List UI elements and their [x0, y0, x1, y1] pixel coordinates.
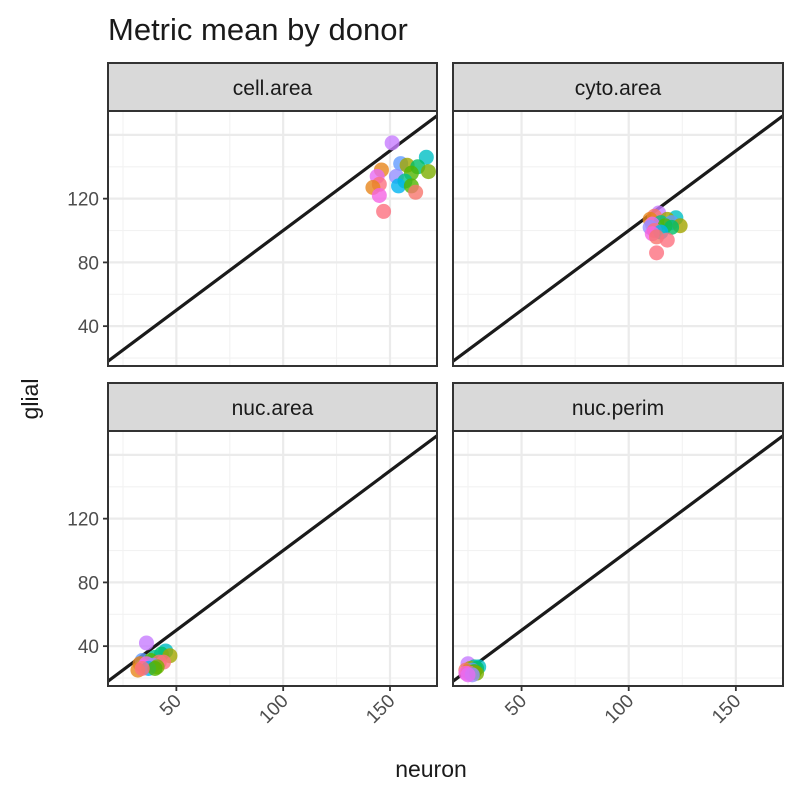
x-tick-label: 50 [156, 691, 186, 721]
chart-title: Metric mean by donor [108, 12, 408, 47]
data-point [384, 135, 400, 151]
data-point [138, 635, 154, 651]
data-point [659, 232, 675, 248]
x-tick-label: 100 [255, 691, 292, 728]
y-tick-label: 80 [78, 253, 99, 274]
facet-label: cyto.area [575, 77, 662, 100]
facet-label: cell.area [233, 77, 313, 100]
x-tick-label: 150 [362, 691, 399, 728]
y-tick-label: 40 [78, 637, 99, 658]
data-point [408, 184, 424, 200]
gridlines [108, 431, 437, 686]
data-point [371, 187, 387, 203]
y-axis-title: glial [17, 379, 43, 420]
data-point [376, 203, 392, 219]
data-point [460, 667, 476, 683]
gridlines [453, 111, 783, 366]
facet-strip [107, 382, 438, 432]
panel-border [107, 430, 438, 687]
x-axis-title: neuron [395, 756, 467, 782]
identity-line [453, 114, 783, 363]
data-points [458, 656, 487, 683]
y-tick-label: 80 [78, 573, 99, 594]
y-tick-label: 120 [67, 190, 99, 211]
data-point [134, 660, 150, 676]
panel-border [452, 430, 784, 687]
data-point [391, 178, 407, 194]
y-tick-label: 40 [78, 317, 99, 338]
panel-border [452, 110, 784, 367]
panel-nuc-area: nuc.area 40 80 120 50 100 150 [67, 382, 438, 728]
panel-cell-area: cell.area 40 80 120 [67, 62, 438, 367]
identity-line [108, 114, 437, 363]
facet-label: nuc.perim [572, 397, 664, 420]
data-points [130, 635, 178, 678]
gridlines [453, 431, 783, 686]
data-point [649, 245, 665, 261]
panels-layer: cell.area 40 80 120 cyto.area nuc.area 40 80 120… [67, 62, 784, 728]
data-points [365, 135, 436, 219]
panel-nuc-perim: nuc.perim 50 100 150 [452, 382, 784, 728]
panel-border [107, 110, 438, 367]
identity-line [453, 434, 783, 683]
x-tick-label: 50 [501, 691, 531, 721]
data-points [642, 205, 688, 261]
facet-label: nuc.area [232, 397, 314, 420]
identity-line [108, 434, 437, 683]
facet-strip [107, 62, 438, 112]
data-point [420, 164, 436, 180]
y-tick-label: 120 [67, 510, 99, 531]
data-point [147, 660, 163, 676]
x-tick-label: 150 [708, 691, 745, 728]
data-point [418, 149, 434, 165]
panel-cyto-area: cyto.area [452, 62, 784, 367]
x-tick-label: 100 [601, 691, 638, 728]
facet-strip [452, 62, 784, 112]
